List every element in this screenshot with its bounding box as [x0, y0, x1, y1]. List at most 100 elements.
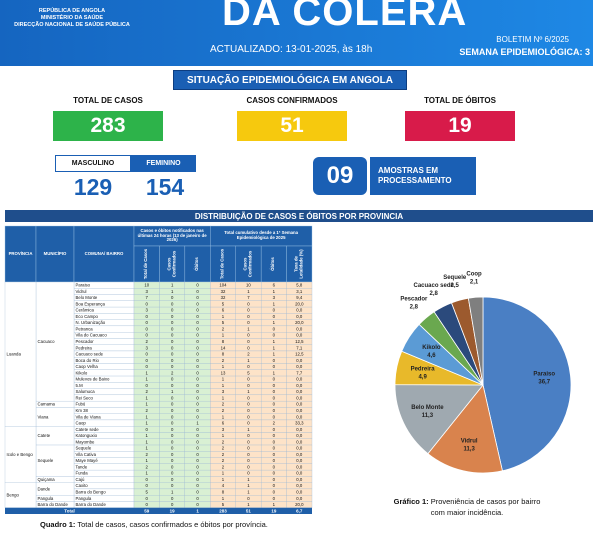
cell-text: 4 — [222, 483, 225, 488]
cell-text: Cajú — [76, 477, 85, 482]
cell-text: Pedreira — [76, 345, 93, 350]
cell-text: Bengo — [7, 493, 20, 498]
cell-text: 1 — [146, 458, 149, 463]
cell-text: 0 — [196, 358, 199, 363]
cell-text: 0 — [196, 295, 199, 300]
cell-text: 1 — [171, 283, 174, 288]
cell-text: 7,1 — [296, 345, 303, 350]
cell-text: Pescador — [76, 339, 95, 344]
cell-text: 0 — [247, 433, 250, 438]
cell-text: 9,4 — [296, 295, 303, 300]
table-caption: Quadro 1: Total de casos, casos confirma… — [40, 520, 268, 529]
header-cell-text: Casos Confirmados — [243, 251, 253, 278]
cell-text: 0 — [273, 464, 276, 469]
cell-text: 6 — [222, 308, 225, 313]
cell-text: 3 — [146, 289, 149, 294]
cell-text: 3 — [222, 389, 225, 394]
cell-text: 0 — [171, 408, 174, 413]
header-cell-text: Taxa de Letalidade (%) — [294, 249, 304, 278]
cell-text: 0 — [273, 471, 276, 476]
cell-text: 1 — [222, 477, 225, 482]
cell-text: 0,0 — [296, 496, 303, 501]
slice-value: 2,1 — [470, 280, 479, 286]
cell-text: 1 — [146, 395, 149, 400]
cell-text: 0 — [146, 364, 149, 369]
cell-text: 0 — [146, 301, 149, 306]
cell-text: 0 — [196, 352, 199, 357]
cell-text: 5.M — [76, 383, 84, 388]
slice-label: Paraiso — [533, 372, 555, 378]
cell-text: 1 — [273, 301, 276, 306]
cell-text: 7 — [146, 295, 149, 300]
cell-text: 0 — [196, 477, 199, 482]
cell-text: 0 — [171, 477, 174, 482]
cell-text: 1 — [146, 370, 149, 375]
header-cell-text: Óbitos — [270, 257, 275, 271]
republic: REPÚBLICA DE ANGOLA — [38, 8, 106, 14]
banner — [0, 0, 593, 66]
header-cell — [35, 225, 75, 283]
cell-text: 0 — [273, 489, 276, 494]
cell-text: 0 — [247, 439, 250, 444]
cell-text: 0,0 — [296, 358, 303, 363]
slice-value: 11,3 — [463, 447, 475, 453]
cell-text: 0 — [273, 414, 276, 419]
cell-text: 0 — [196, 333, 199, 338]
cell-text: 2 — [247, 352, 250, 357]
cell-text: 2 — [222, 402, 225, 407]
cell-text: Cacuaco — [38, 339, 56, 344]
slice-label: Kikolo — [422, 345, 441, 351]
cell-text: Maye Mayé — [76, 458, 99, 463]
cell-text: Dande — [38, 486, 51, 491]
cell-text: 0 — [146, 320, 149, 325]
cell-text: 0 — [273, 402, 276, 407]
cell-text: Barra do Dande — [76, 502, 107, 507]
cell-text: 8 — [222, 489, 225, 494]
cell-text: 0 — [247, 446, 250, 451]
cell-text: 0 — [273, 308, 276, 313]
slice-value: 36,7 — [538, 380, 550, 386]
cell-text: 0 — [273, 314, 276, 319]
cell-text: Km 38 — [76, 408, 89, 413]
cell-text: 0 — [247, 364, 250, 369]
slice-label: Belo Monte — [411, 405, 444, 411]
header-text: MUNICÍPIO — [43, 250, 67, 256]
cell-text: Paraiso — [76, 283, 91, 288]
cell-text: Eco Campo — [76, 314, 99, 319]
cell-text: 5 — [247, 370, 250, 375]
cell-text: 0 — [171, 295, 174, 300]
header-text: PROVÍNCIA — [8, 250, 33, 256]
cell-text: 0,0 — [296, 446, 303, 451]
cell-text: 104 — [219, 283, 227, 288]
cell-text: 1 — [146, 377, 149, 382]
cell-text: 10 — [144, 283, 149, 288]
cell-text: 2 — [222, 408, 225, 413]
section-title: DISTRIBUIÇÃO DE CASOS E ÓBITOS POR PROVI… — [5, 210, 593, 222]
cell-text: 0 — [247, 301, 250, 306]
cell-text: 0,0 — [296, 383, 303, 388]
cell-text: N. Urbanização — [76, 320, 106, 325]
cell-text: Fubú — [76, 402, 86, 407]
cell-text: 14 — [221, 345, 226, 350]
cell-text: 0 — [146, 496, 149, 501]
cell-text: 0 — [196, 314, 199, 319]
cell-text: 32 — [221, 289, 226, 294]
cell-text: 2 — [273, 421, 276, 426]
cell-text: 1 — [247, 502, 250, 507]
cell-text: 1 — [247, 389, 250, 394]
cell-text: 0,0 — [296, 439, 303, 444]
cell-text: 0 — [247, 339, 250, 344]
cell-text: 3 — [146, 308, 149, 313]
cell-text: 0 — [196, 383, 199, 388]
cell-text: 0 — [171, 433, 174, 438]
cell-text: 6 — [222, 421, 225, 426]
cell-text: 1 — [247, 489, 250, 494]
cell-text: 2 — [146, 452, 149, 457]
cell-text: Funda — [76, 471, 89, 476]
cell-text: 0 — [273, 364, 276, 369]
chart-caption: Gráfico 1: Proveniência de casos por bai… — [392, 497, 542, 519]
cell-text: 0,0 — [296, 433, 303, 438]
slice-value: 11,3 — [422, 413, 434, 419]
cell-text: 12,5 — [295, 352, 304, 357]
cell-text: 0 — [196, 395, 199, 400]
